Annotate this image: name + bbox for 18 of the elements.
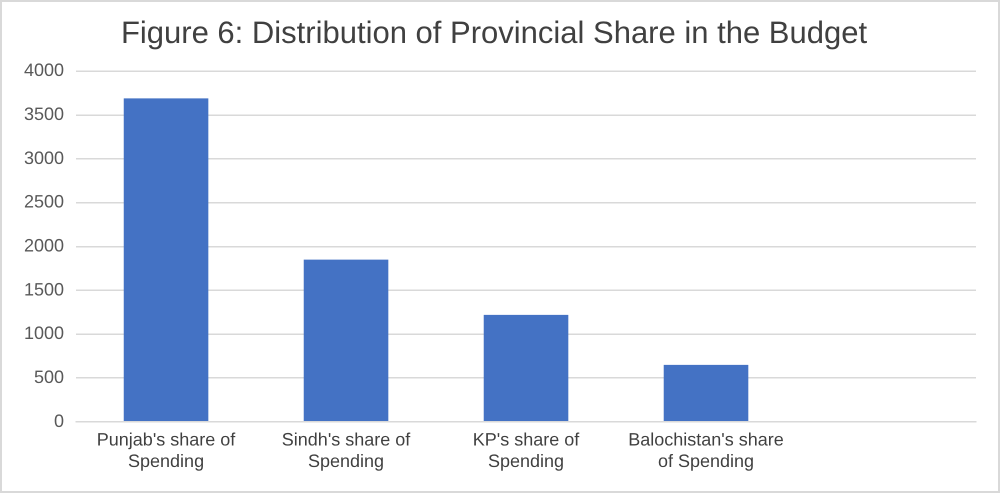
bar — [484, 314, 568, 422]
x-tick-label: Balochistan's share of Spending — [628, 430, 784, 472]
y-tick-label: 1000 — [24, 323, 64, 344]
y-tick-label: 4000 — [24, 60, 64, 80]
y-tick-label: 0 — [54, 410, 64, 431]
y-tick-label: 2500 — [24, 192, 64, 212]
y-tick-label: 3000 — [24, 148, 64, 168]
chart-title: Figure 6: Distribution of Provincial Share in the Budget — [120, 15, 868, 50]
y-tick-label: 3500 — [24, 104, 64, 124]
y-tick-label: 2000 — [24, 235, 64, 256]
bar — [664, 364, 748, 422]
x-tick-label: KP's share of Spending — [472, 430, 580, 472]
y-tick-label: 1500 — [24, 279, 64, 300]
x-tick-label: Sindh's share of Spending — [282, 430, 412, 472]
y-tick-label: 500 — [34, 366, 64, 387]
bar — [124, 98, 208, 422]
bar — [304, 260, 388, 422]
x-tick-label: Punjab's share of Spending — [96, 430, 236, 472]
